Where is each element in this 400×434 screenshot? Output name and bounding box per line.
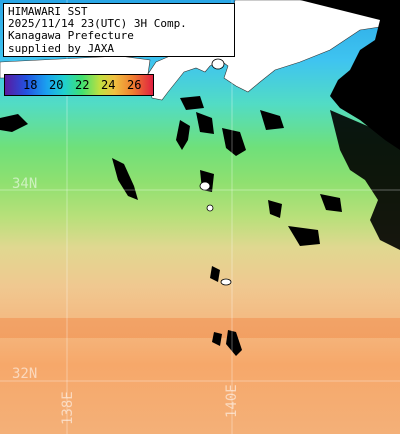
cloud-mask [0,0,400,356]
land-honshu [147,0,400,101]
colorbar-tick: 26 [127,78,142,92]
warm-band [0,318,400,338]
colorbar-tick: 24 [101,78,116,92]
longitude-label: 138E [60,391,76,425]
islands [199,58,232,286]
longitude-label: 140E [224,384,240,418]
data-credit: supplied by JAXA [8,41,114,55]
colorbar-tick: 22 [75,78,90,92]
product-title: HIMAWARI SST [8,5,88,18]
temperature-colorbar: 18 20 22 24 26 [4,74,154,96]
timestamp: 2025/11/14 23(UTC) 3H Comp. [8,17,187,31]
latitude-label: 34N [12,176,38,192]
region-name: Kanagawa Prefecture [8,29,134,43]
latitude-label: 32N [12,366,38,382]
colorbar-tick: 18 [23,78,38,92]
colorbar-tick: 20 [49,78,64,92]
map-info-box: HIMAWARI SST 2025/11/14 23(UTC) 3H Comp.… [3,3,235,57]
